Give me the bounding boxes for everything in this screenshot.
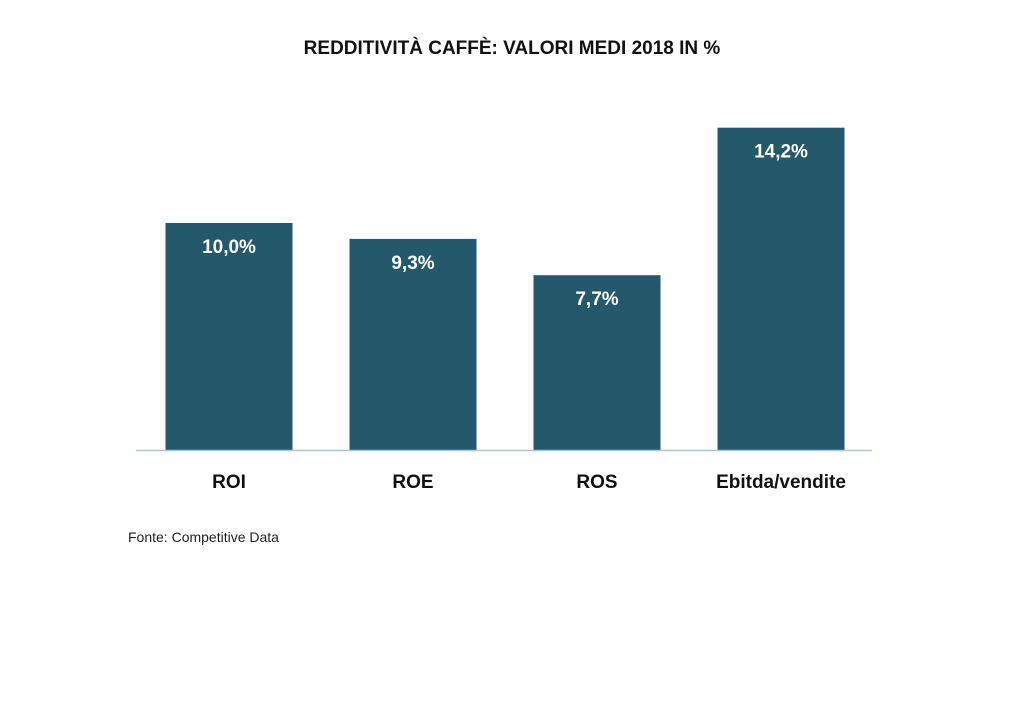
bar-roi xyxy=(165,223,293,450)
value-label: 7,7% xyxy=(575,289,618,310)
value-labels-group: 10,0% 9,3% 7,7% 14,2% xyxy=(202,142,808,311)
category-label: ROI xyxy=(212,472,246,493)
bar-ebitda-vendite xyxy=(717,127,845,450)
value-label: 9,3% xyxy=(391,253,434,274)
source-note: Fonte: Competitive Data xyxy=(128,529,279,545)
bar-roe xyxy=(349,238,477,450)
value-label: 14,2% xyxy=(754,142,808,163)
category-label: ROS xyxy=(576,472,617,493)
bars-group xyxy=(165,127,845,450)
bar-ros xyxy=(533,275,661,450)
category-label: Ebitda/vendite xyxy=(716,472,846,493)
chart-title: REDDITIVITÀ CAFFÈ: VALORI MEDI 2018 IN % xyxy=(303,38,721,59)
category-label: ROE xyxy=(392,472,433,493)
value-label: 10,0% xyxy=(202,237,256,258)
category-labels-group: ROI ROE ROS Ebitda/vendite xyxy=(212,472,846,493)
